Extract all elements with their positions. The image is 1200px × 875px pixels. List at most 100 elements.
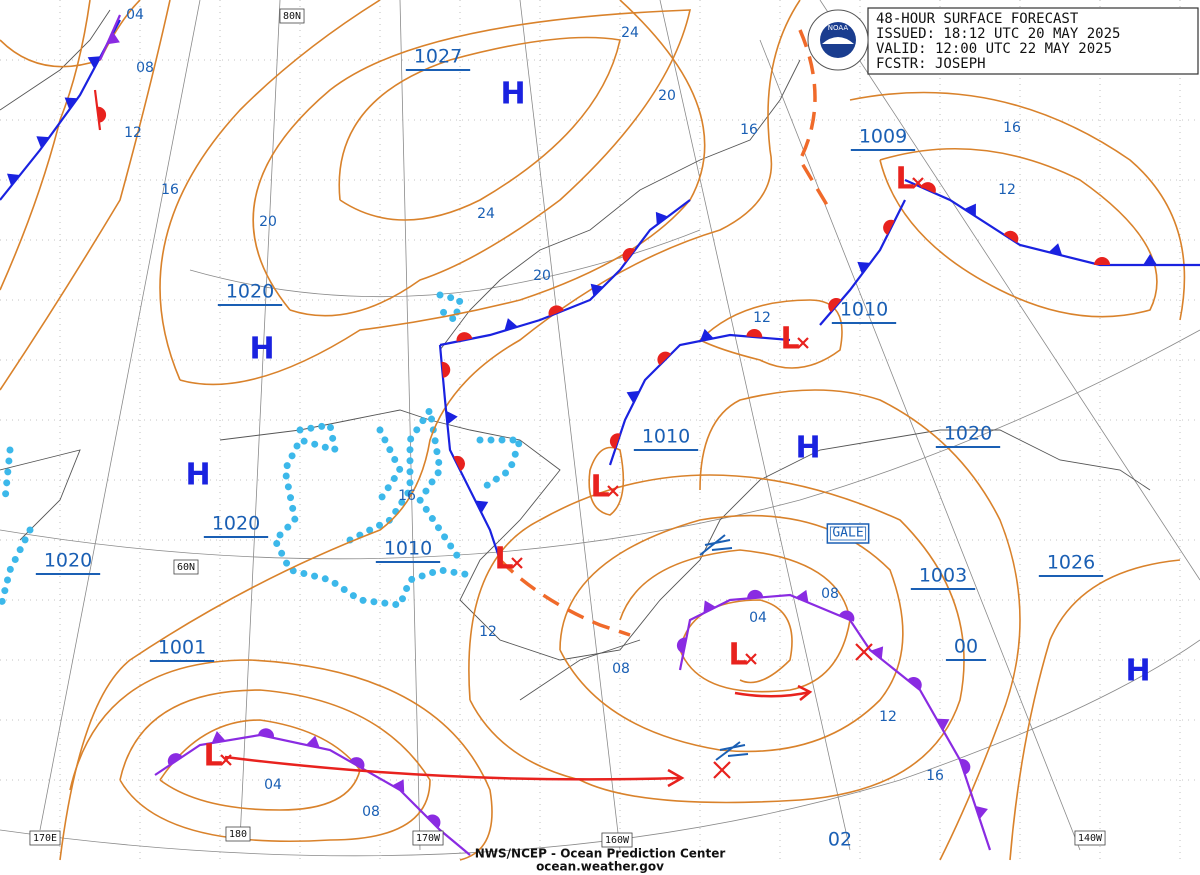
low-cross (745, 653, 757, 665)
semicircle (441, 361, 451, 378)
triangle (795, 589, 809, 603)
triangle (964, 203, 976, 217)
front-line (439, 199, 691, 347)
warm-symbol (622, 247, 636, 263)
sea-ice (0, 291, 525, 614)
front-line (93, 89, 102, 131)
cold-symbol (87, 56, 101, 69)
isobar-label: 02 (828, 829, 852, 851)
cold-symbol (64, 97, 78, 110)
cold-symbol (7, 173, 20, 186)
semicircle (426, 814, 441, 829)
cold-symbol (211, 731, 226, 744)
triangle (107, 31, 120, 45)
low-center: L (728, 638, 747, 673)
pressure-value: 1010 (384, 538, 432, 560)
cold-symbol (504, 318, 518, 331)
semicircle (456, 332, 473, 342)
cold-symbol (795, 589, 809, 603)
low-cross (912, 177, 924, 189)
troughs (498, 29, 832, 637)
semicircle (349, 757, 365, 770)
triangle (936, 718, 950, 731)
footer-url: ocean.weather.gov (536, 860, 664, 874)
pressure-value: 1020 (226, 281, 274, 303)
warm-symbol (258, 728, 274, 738)
triangle (1048, 243, 1063, 256)
fronts (0, 14, 1200, 856)
pressure-value: 1020 (44, 550, 92, 572)
cold-symbol (36, 136, 50, 149)
semicircle (747, 589, 764, 599)
isobar-label: 16 (740, 122, 758, 138)
graticule-label: 160W (605, 835, 630, 846)
cold-symbol (107, 31, 120, 45)
pressure-value: 1020 (944, 423, 992, 445)
low-cross (220, 754, 232, 766)
pressure-value: 1010 (642, 426, 690, 448)
graticule-box (225, 826, 251, 842)
low-cross (511, 557, 523, 569)
footer-credit: NWS/NCEP - Ocean Prediction Center (475, 847, 726, 861)
pressure-value: 1001 (158, 637, 206, 659)
triangle (446, 410, 458, 425)
isobar-label: 08 (362, 804, 380, 820)
isobar-label: 16 (161, 182, 179, 198)
warm-symbol (959, 758, 971, 775)
triangle (703, 600, 716, 614)
triangle (475, 500, 489, 514)
triangle (590, 283, 604, 297)
header-line: 48-HOUR SURFACE FORECAST (876, 11, 1079, 27)
triangle (1143, 254, 1158, 265)
high-center: H (795, 431, 820, 466)
warm-symbol (907, 677, 922, 690)
triangle (857, 261, 871, 275)
pressure-value: 1003 (919, 565, 967, 587)
semicircle (657, 351, 672, 366)
warm-symbol (609, 433, 621, 449)
warm-symbol (97, 106, 107, 123)
semicircle (453, 455, 465, 472)
graticule-box (1074, 830, 1106, 846)
cold-symbol (703, 600, 716, 614)
semicircle (1094, 257, 1111, 265)
isobar-label: 12 (124, 125, 142, 141)
graticule-box (173, 559, 199, 575)
semicircle (838, 610, 855, 622)
semicircle (167, 753, 183, 766)
cold-symbol (446, 410, 458, 425)
semicircle (676, 637, 687, 654)
warm-symbol (920, 182, 936, 194)
graticule-box (601, 832, 633, 848)
noaa-logo-bird (822, 37, 854, 44)
isobar-label: 04 (126, 7, 144, 23)
triangle (699, 328, 714, 342)
isobar-label: 04 (264, 777, 282, 793)
triangle (64, 97, 78, 110)
isobar-label: 08 (612, 661, 630, 677)
semicircle (609, 433, 621, 449)
cold-symbol (936, 718, 950, 731)
cold-symbol (655, 211, 669, 225)
gale-box-inner (829, 526, 867, 541)
isobar-label: 12 (753, 310, 771, 326)
isobar-label: 08 (136, 60, 154, 76)
warm-symbol (453, 455, 465, 472)
graticule-box (29, 830, 61, 846)
semicircle (920, 182, 936, 194)
header-line: FCSTR: JOSEPH (876, 56, 986, 72)
cold-symbol (392, 779, 405, 793)
semicircle (622, 247, 636, 263)
logo-text: NOAA (828, 24, 849, 32)
graticule-label: 170W (416, 833, 441, 844)
warm-symbol (349, 757, 365, 770)
triangle (36, 136, 50, 149)
pressure-value: 1020 (212, 513, 260, 535)
pressure-value: 1009 (859, 126, 907, 148)
pressure-value: 1026 (1047, 552, 1095, 574)
cold-symbol (964, 203, 976, 217)
high-center: H (1125, 654, 1150, 689)
triangle (504, 318, 518, 331)
graticule-label: 140W (1078, 833, 1103, 844)
